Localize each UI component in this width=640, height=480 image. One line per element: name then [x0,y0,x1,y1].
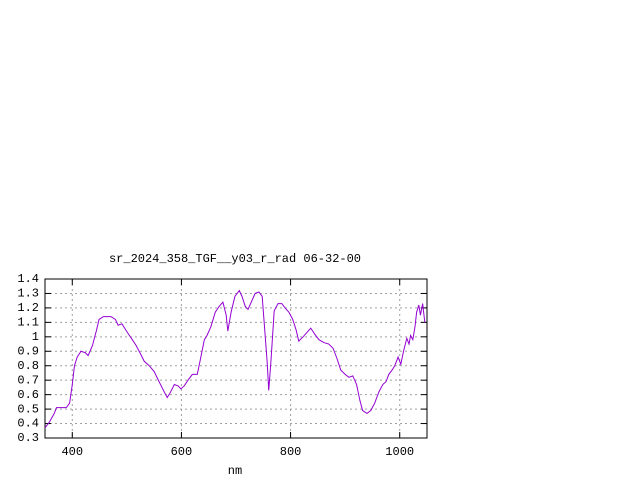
y-tick-label: 1.4 [17,272,39,286]
x-tick-label: 800 [280,445,302,459]
y-tick-label: 0.5 [17,402,39,416]
y-tick-label: 1.2 [17,301,39,315]
x-tick-label: 1000 [385,445,414,459]
chart-title: sr_2024_358_TGF__y03_r_rad 06-32-00 [109,252,361,266]
y-tick-label: 0.9 [17,344,39,358]
x-tick-label: 400 [61,445,83,459]
data-line [44,289,426,429]
y-tick-label: 0.3 [17,431,39,445]
y-tick-label: 0.6 [17,388,39,402]
y-tick-label: 0.4 [17,417,39,431]
y-tick-label: 1.3 [17,287,39,301]
x-axis-label: nm [228,464,242,478]
plot-frame [44,278,428,439]
y-tick-label: 1 [32,330,39,344]
y-tick-label: 0.8 [17,359,39,373]
x-tick-label: 600 [171,445,193,459]
y-tick-label: 1.1 [17,316,39,330]
y-tick-label: 0.7 [17,373,39,387]
